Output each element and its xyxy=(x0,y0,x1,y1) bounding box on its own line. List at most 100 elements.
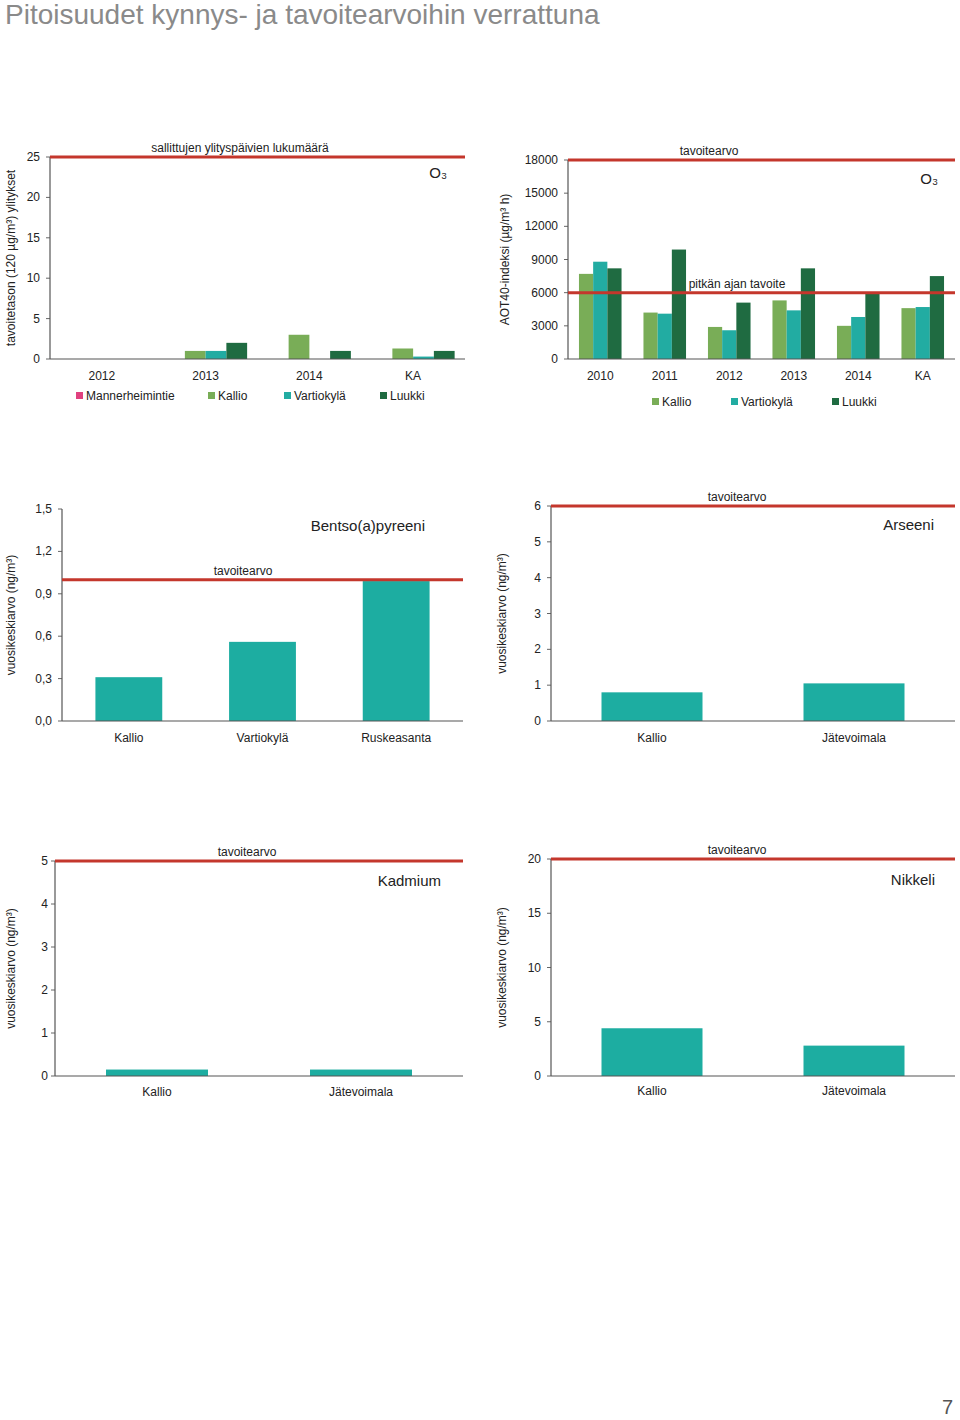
bar xyxy=(579,274,593,359)
x-tick-label: Kallio xyxy=(637,1084,667,1098)
x-tick-label: Jätevoimala xyxy=(329,1085,393,1099)
legend-label: Luukki xyxy=(842,395,877,409)
y-tick-label: 0 xyxy=(33,352,40,366)
x-tick-label: 2013 xyxy=(780,369,807,383)
y-tick-label: 5 xyxy=(534,1015,541,1029)
y-tick-label: 2 xyxy=(534,642,541,656)
y-tick-label: 5 xyxy=(41,854,48,868)
x-axis xyxy=(50,358,465,359)
y-tick-label: 25 xyxy=(27,150,41,164)
legend-swatch xyxy=(380,392,387,399)
bar xyxy=(434,351,455,359)
bar xyxy=(106,1070,208,1076)
legend-label: Vartiokylä xyxy=(294,389,346,403)
bar xyxy=(289,335,310,359)
y-tick-label: 18000 xyxy=(525,153,559,167)
page-number: 7 xyxy=(942,1396,953,1418)
bar xyxy=(804,683,905,721)
bar xyxy=(229,642,296,721)
reference-line xyxy=(568,291,955,294)
bar xyxy=(607,268,621,359)
reference-label: tavoitearvo xyxy=(680,144,739,158)
y-tick-label: 0,3 xyxy=(35,672,52,686)
chart: 05101520vuosikeskiarvo (ng/m³)KallioJäte… xyxy=(495,843,955,1098)
bar xyxy=(916,307,930,359)
reference-line xyxy=(62,578,463,581)
reference-line xyxy=(551,505,955,508)
reference-label: tavoitearvo xyxy=(214,564,273,578)
reference-label: tavoitearvo xyxy=(218,845,277,859)
x-tick-label: Kallio xyxy=(114,731,144,745)
page: Pitoisuudet kynnys- ja tavoitearvoihin v… xyxy=(0,0,960,1420)
bar xyxy=(310,1070,412,1076)
bar xyxy=(672,250,686,359)
bar xyxy=(930,276,944,359)
x-tick-label: 2013 xyxy=(192,369,219,383)
reference-line xyxy=(55,860,463,863)
chart-title: Nikkeli xyxy=(891,871,935,888)
y-tick-label: 5 xyxy=(534,535,541,549)
bar xyxy=(95,677,162,721)
bar xyxy=(602,692,703,721)
bar xyxy=(206,351,227,359)
bar xyxy=(392,348,413,359)
bar xyxy=(736,303,750,359)
bar xyxy=(851,317,865,359)
chart: 0300060009000120001500018000AOT40-indeks… xyxy=(498,144,955,409)
x-tick-label: Jätevoimala xyxy=(822,731,886,745)
y-axis-label: AOT40-indeksi (µg/m³ h) xyxy=(498,194,512,326)
chart: 0510152025tavoitetason (120 µg/m³) ylity… xyxy=(4,141,465,403)
bar xyxy=(363,581,430,721)
legend-label: Vartiokylä xyxy=(741,395,793,409)
bar xyxy=(185,351,206,359)
x-axis xyxy=(551,720,955,721)
y-axis xyxy=(61,509,62,721)
y-tick-label: 0,6 xyxy=(35,629,52,643)
bar xyxy=(593,262,607,359)
y-tick-label: 0,9 xyxy=(35,587,52,601)
x-tick-label: Vartiokylä xyxy=(237,731,289,745)
reference-line xyxy=(50,156,465,159)
y-tick-label: 0 xyxy=(41,1069,48,1083)
x-tick-label: 2012 xyxy=(716,369,743,383)
x-axis xyxy=(62,720,463,721)
y-tick-label: 1,2 xyxy=(35,544,52,558)
y-axis xyxy=(550,506,551,721)
y-axis-label: tavoitetason (120 µg/m³) ylitykset xyxy=(4,169,18,346)
bar xyxy=(772,300,786,359)
chart-title: Kadmium xyxy=(378,872,441,889)
chart: 012345vuosikeskiarvo (ng/m³)KallioJätevo… xyxy=(4,845,463,1099)
reference-label: tavoitearvo xyxy=(708,843,767,857)
legend-swatch xyxy=(76,392,83,399)
legend-swatch xyxy=(832,398,839,405)
y-tick-label: 0,0 xyxy=(35,714,52,728)
bar xyxy=(787,310,801,359)
y-tick-label: 0 xyxy=(534,714,541,728)
y-axis xyxy=(49,157,50,359)
y-tick-label: 1,5 xyxy=(35,502,52,516)
x-tick-label: 2011 xyxy=(652,369,678,383)
chart-title: O₃ xyxy=(429,164,447,181)
chart: 0123456vuosikeskiarvo (ng/m³)KallioJätev… xyxy=(495,490,955,745)
reference-line xyxy=(568,159,955,162)
y-tick-label: 0 xyxy=(534,1069,541,1083)
legend-label: Mannerheimintie xyxy=(86,389,175,403)
bars xyxy=(106,1070,412,1076)
x-tick-label: 2014 xyxy=(296,369,323,383)
y-tick-label: 1 xyxy=(534,678,541,692)
bars xyxy=(579,250,944,359)
bar xyxy=(722,330,736,359)
y-tick-label: 10 xyxy=(528,961,542,975)
bars xyxy=(95,581,429,721)
y-tick-label: 6 xyxy=(534,499,541,513)
y-tick-label: 10 xyxy=(27,271,41,285)
bar xyxy=(708,327,722,359)
bar xyxy=(865,293,879,359)
chart-title: Arseeni xyxy=(883,516,934,533)
y-tick-label: 3 xyxy=(534,607,541,621)
x-axis xyxy=(568,358,955,359)
bar xyxy=(602,1028,703,1076)
y-tick-label: 3 xyxy=(41,940,48,954)
x-tick-label: Jätevoimala xyxy=(822,1084,886,1098)
x-axis xyxy=(551,1075,955,1076)
